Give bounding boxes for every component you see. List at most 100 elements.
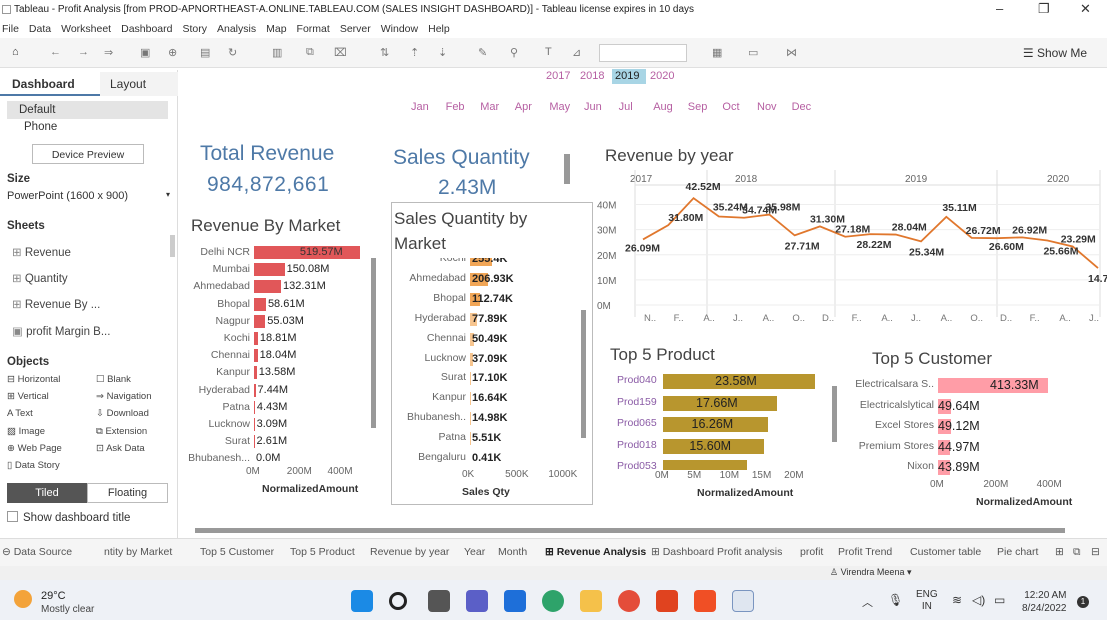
bar[interactable]: [663, 438, 764, 454]
sheet-revenue[interactable]: ⊞ Revenue: [12, 245, 71, 259]
forward-icon[interactable]: →: [78, 46, 89, 58]
bar[interactable]: [470, 292, 480, 306]
menu-data[interactable]: Data: [28, 23, 52, 35]
new-sheet-icon[interactable]: ⊞: [1055, 546, 1064, 558]
home-icon[interactable]: ⌂: [12, 46, 19, 58]
sheet-profit-margin[interactable]: ▣ profit Margin B...: [12, 324, 110, 338]
office-icon[interactable]: [656, 590, 678, 612]
show-title-checkbox[interactable]: Show dashboard title: [7, 511, 130, 524]
start-icon[interactable]: [351, 590, 373, 612]
volume-icon[interactable]: ◁): [972, 593, 986, 607]
mail-icon[interactable]: [504, 590, 526, 612]
tab-revenue-analysis[interactable]: ⊞ Revenue Analysis: [545, 546, 647, 558]
month-nov[interactable]: Nov: [757, 101, 777, 113]
tab-profit[interactable]: profit: [800, 546, 824, 558]
bar[interactable]: [254, 418, 255, 431]
month-jun[interactable]: Jun: [584, 101, 602, 113]
redo-icon[interactable]: ⇒: [104, 47, 114, 59]
bar[interactable]: [254, 349, 258, 363]
year-2018[interactable]: 2018: [580, 70, 605, 82]
tab-year[interactable]: Year: [464, 546, 486, 558]
clock[interactable]: 12:20 AM 8/24/2022: [1022, 590, 1067, 614]
wifi-icon[interactable]: ≋: [952, 593, 963, 607]
device-default[interactable]: Default: [7, 101, 168, 119]
tab-pie-chart[interactable]: Pie chart: [997, 546, 1039, 558]
month-feb[interactable]: Feb: [445, 101, 465, 113]
object-download[interactable]: ⇩ Download: [96, 408, 149, 419]
top5-product-scrollbar[interactable]: [832, 386, 837, 442]
year-filter[interactable]: 2017 2018 2019 2020: [540, 69, 680, 86]
bar[interactable]: [254, 435, 255, 449]
year-2017[interactable]: 2017: [546, 70, 571, 82]
object-vertical[interactable]: ⊞ Vertical: [7, 391, 49, 402]
bar[interactable]: [254, 263, 285, 277]
object-web-page[interactable]: ⊕ Web Page: [7, 443, 62, 454]
maximize-icon[interactable]: ❐: [1038, 1, 1050, 16]
tab-profit-trend[interactable]: Profit Trend: [838, 546, 893, 558]
object-extension[interactable]: ⧉ Extension: [96, 426, 148, 437]
bar[interactable]: [254, 332, 258, 345]
new-story-icon[interactable]: ⊟: [1091, 546, 1100, 558]
bar[interactable]: [470, 412, 472, 426]
fit-dropdown[interactable]: [599, 44, 687, 62]
object-image[interactable]: ▨ Image: [7, 426, 46, 437]
bar[interactable]: [470, 258, 493, 266]
object-data-story[interactable]: ▯ Data Story: [7, 460, 60, 471]
task-view-icon[interactable]: [428, 590, 450, 612]
minimize-icon[interactable]: –: [996, 1, 1004, 16]
canvas-h-scrollbar[interactable]: [195, 528, 1065, 533]
month-may[interactable]: May: [549, 101, 571, 113]
month-sep[interactable]: Sep: [687, 101, 708, 113]
chrome-icon[interactable]: [618, 590, 640, 612]
bar[interactable]: [254, 297, 266, 311]
month-filter[interactable]: Jan Feb Mar Apr May Jun Jul Aug Sep Oct Nov Dec: [405, 70, 825, 118]
save-icon[interactable]: ▣: [140, 47, 151, 59]
bar[interactable]: [470, 272, 488, 286]
floating-button[interactable]: Floating: [87, 483, 168, 503]
bar[interactable]: [254, 246, 360, 259]
bar[interactable]: [254, 400, 255, 414]
month-apr[interactable]: Apr: [514, 101, 532, 113]
sheet-revenue-by[interactable]: ⊞ Revenue By ...: [12, 297, 100, 311]
sort-desc-icon[interactable]: ⇣: [438, 47, 448, 59]
tiled-button[interactable]: Tiled: [7, 483, 87, 503]
label-icon[interactable]: T: [545, 46, 552, 58]
show-me-button[interactable]: ☰ Show Me: [1023, 46, 1087, 60]
bar[interactable]: [254, 383, 256, 397]
month-jan[interactable]: Jan: [411, 101, 429, 113]
bar[interactable]: [938, 398, 952, 414]
tab-ntity-by-market[interactable]: ntity by Market: [104, 546, 173, 558]
device-preview-button[interactable]: Device Preview: [32, 144, 144, 164]
refresh-icon[interactable]: ↻: [228, 47, 238, 59]
bar[interactable]: [470, 392, 472, 406]
bar[interactable]: [254, 280, 281, 294]
close-icon[interactable]: ✕: [1080, 1, 1091, 16]
year-2019-selected[interactable]: 2019: [612, 69, 646, 84]
sales-qty-scrollbar[interactable]: [581, 310, 586, 438]
back-icon[interactable]: ←: [50, 46, 61, 58]
size-select[interactable]: PowerPoint (1600 x 900) ▾: [7, 190, 170, 202]
bar[interactable]: [663, 417, 768, 432]
pin-icon[interactable]: ⊿: [572, 47, 582, 59]
menu-format[interactable]: Format: [296, 23, 330, 35]
tab-month[interactable]: Month: [498, 546, 528, 558]
tab-customer-table[interactable]: Customer table: [910, 546, 982, 558]
object-horizontal[interactable]: ⊟ Horizontal: [7, 374, 61, 385]
menu-worksheet[interactable]: Worksheet: [61, 23, 112, 35]
teams-icon[interactable]: [466, 590, 488, 612]
new-sheet-icon[interactable]: ▤: [200, 47, 211, 59]
tab-dashboard-profit-analysis[interactable]: ⊞ Dashboard Profit analysis: [651, 546, 783, 558]
card-icon[interactable]: ▦: [712, 47, 723, 59]
group-icon[interactable]: ⚲: [510, 47, 519, 59]
explorer-icon[interactable]: [580, 590, 602, 612]
menu-dashboard[interactable]: Dashboard: [121, 23, 173, 35]
bar[interactable]: [470, 312, 477, 326]
presentation-icon[interactable]: ▭: [748, 47, 759, 59]
tab-data-source[interactable]: ⊖ Data Source: [2, 546, 73, 558]
swap-icon[interactable]: ⇅: [380, 47, 390, 59]
menu-file[interactable]: File: [2, 23, 19, 35]
brave-icon[interactable]: [694, 590, 716, 612]
revenue-by-market-scrollbar[interactable]: [371, 258, 376, 428]
sort-asc-icon[interactable]: ⇡: [410, 47, 420, 59]
battery-icon[interactable]: ▭: [994, 593, 1006, 607]
